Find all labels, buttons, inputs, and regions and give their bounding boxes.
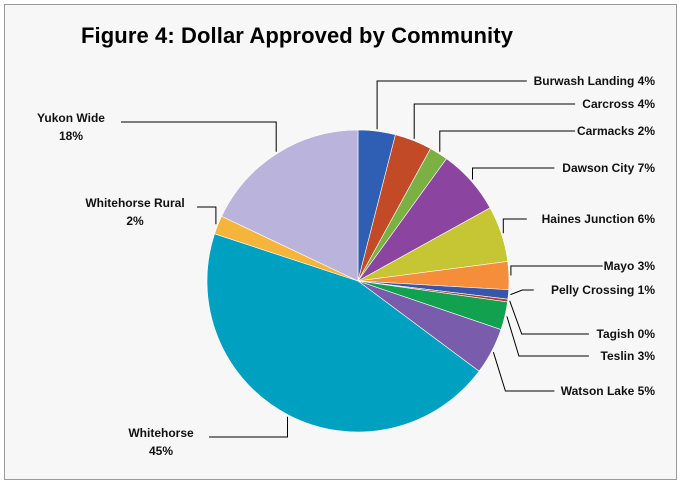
pie-slice-yukon-wide bbox=[221, 129, 359, 282]
slice-label: Yukon Wide 18% bbox=[37, 111, 105, 143]
slice-label: Mayo 3% bbox=[604, 259, 656, 273]
slice-label: Carcross 4% bbox=[582, 97, 655, 111]
leader-line bbox=[502, 218, 527, 234]
leader-line bbox=[376, 80, 527, 130]
leader-line bbox=[492, 352, 555, 392]
slice-label: Tagish 0% bbox=[597, 327, 656, 341]
slice-labels: Burwash Landing 4% Carcross 4% Carmacks 2%… bbox=[37, 74, 655, 458]
leader-line bbox=[197, 206, 217, 225]
slice-label: Whitehorse Rural 2% bbox=[85, 196, 184, 228]
slice-label: Watson Lake 5% bbox=[561, 384, 656, 398]
chart-frame: Figure 4: Dollar Approved by Community B… bbox=[4, 4, 677, 480]
chart-title: Figure 4: Dollar Approved by Community bbox=[81, 23, 514, 48]
leader-line bbox=[506, 316, 589, 357]
leader-line bbox=[209, 416, 288, 438]
pie-chart: Burwash Landing 4% Carcross 4% Carmacks 2%… bbox=[37, 74, 655, 458]
slice-label: Pelly Crossing 1% bbox=[551, 283, 655, 297]
slice-label: Teslin 3% bbox=[601, 349, 656, 363]
pie-slice-whitehorse bbox=[206, 233, 480, 433]
leader-line bbox=[439, 130, 576, 152]
slice-label: Burwash Landing 4% bbox=[534, 74, 656, 88]
leader-line bbox=[472, 167, 555, 180]
pie-slices bbox=[206, 129, 510, 433]
slice-label: Haines Junction 6% bbox=[542, 212, 656, 226]
leader-line bbox=[510, 265, 603, 276]
leader-line bbox=[121, 121, 277, 152]
leader-line bbox=[510, 289, 534, 296]
slice-label: Dawson City 7% bbox=[562, 161, 655, 175]
leader-line bbox=[509, 300, 589, 335]
slice-label: Carmacks 2% bbox=[577, 124, 655, 138]
leader-lines bbox=[121, 80, 603, 438]
slice-label: Whitehorse 45% bbox=[128, 426, 194, 458]
leader-line bbox=[413, 103, 576, 139]
